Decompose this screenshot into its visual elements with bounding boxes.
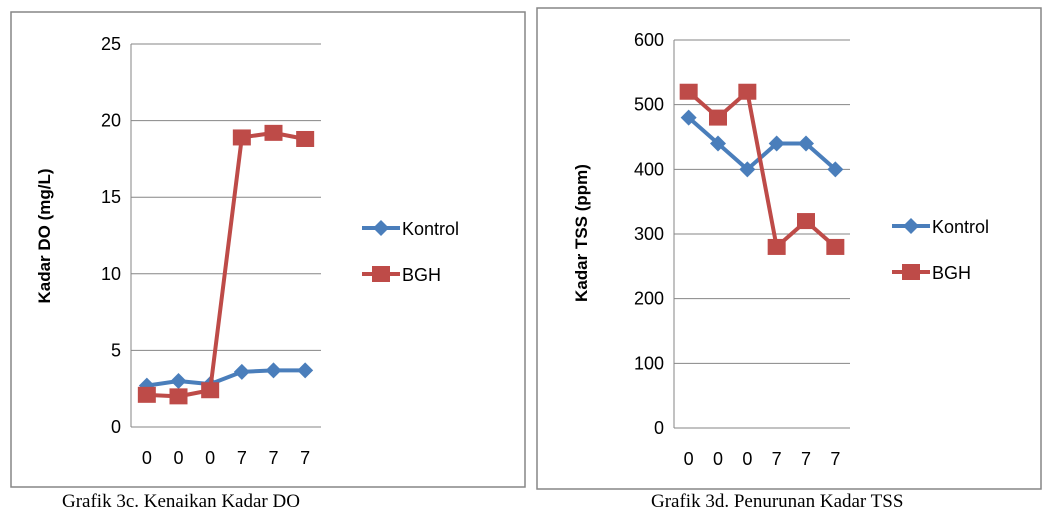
legend-marker-square [902,264,920,280]
y-tick-label: 5 [111,340,121,360]
data-point-bgh [201,382,219,398]
x-tick-label: 0 [742,449,752,469]
x-tick-label: 0 [173,448,183,468]
data-point-bgh [709,110,727,126]
y-tick-label: 400 [634,159,664,179]
y-tick-label: 0 [654,418,664,438]
data-point-bgh [768,239,786,255]
x-tick-label: 0 [142,448,152,468]
y-tick-label: 200 [634,289,664,309]
y-tick-label: 25 [101,34,121,54]
x-tick-label: 7 [237,448,247,468]
x-tick-label: 0 [713,449,723,469]
y-tick-label: 500 [634,95,664,115]
y-tick-label: 100 [634,353,664,373]
chart-frame-right [537,8,1041,489]
x-tick-label: 7 [772,449,782,469]
y-tick-label: 0 [111,417,121,437]
x-tick-label: 7 [300,448,310,468]
data-point-bgh [797,213,815,229]
legend-label-bgh: BGH [402,265,441,285]
data-point-bgh [138,387,156,403]
y-tick-label: 10 [101,264,121,284]
data-point-bgh [265,125,283,141]
x-tick-label: 7 [830,449,840,469]
data-point-bgh [233,129,251,145]
y-tick-label: 15 [101,187,121,207]
data-point-bgh [826,239,844,255]
y-tick-label: 300 [634,224,664,244]
y-axis-label: Kadar DO (mg/L) [35,168,54,303]
data-point-bgh [680,84,698,100]
y-tick-label: 600 [634,30,664,50]
x-tick-label: 7 [268,448,278,468]
y-axis-label: Kadar TSS (ppm) [572,164,591,302]
legend-label-bgh: BGH [932,263,971,283]
data-point-bgh [296,131,314,147]
legend-marker-square [372,266,390,282]
x-tick-label: 0 [684,449,694,469]
data-point-bgh [738,84,756,100]
x-tick-label: 7 [801,449,811,469]
legend-label-kontrol: Kontrol [402,219,459,239]
caption-left: Grafik 3c. Kenaikan Kadar DO [62,491,300,513]
y-tick-label: 20 [101,111,121,131]
caption-right: Grafik 3d. Penurunan Kadar TSS [651,491,903,513]
data-point-bgh [170,388,188,404]
chart-frame-left [11,12,525,487]
legend-label-kontrol: Kontrol [932,217,989,237]
x-tick-label: 0 [205,448,215,468]
